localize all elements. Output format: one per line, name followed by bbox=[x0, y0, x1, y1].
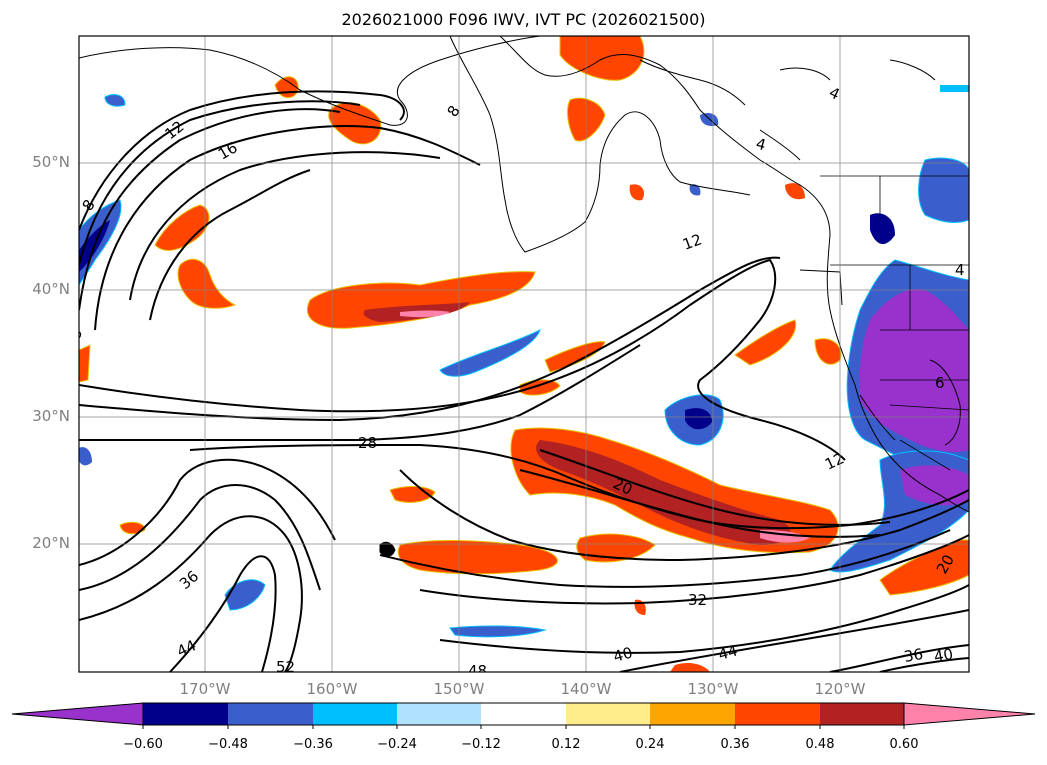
lon-label: 130°W bbox=[687, 680, 739, 698]
map-area: 12 16 8 8 12 4 4 4 8 28 20 12 36 32 44 4… bbox=[66, 36, 969, 680]
lon-label: 120°W bbox=[814, 680, 866, 698]
colorbar-segment bbox=[650, 703, 735, 725]
colorbar-segment bbox=[481, 703, 566, 725]
political-borders bbox=[820, 175, 969, 471]
contour-label: 28 bbox=[358, 434, 377, 452]
colorbar-segment bbox=[397, 703, 481, 725]
colorbar-tick-label: 0.60 bbox=[889, 737, 919, 752]
contour-label: 52 bbox=[276, 658, 295, 676]
contour-label: 4 bbox=[955, 261, 965, 279]
contour-label: 32 bbox=[688, 591, 707, 609]
lat-label: 40°N bbox=[32, 280, 70, 298]
colorbar-segment bbox=[820, 703, 904, 725]
lat-label: 30°N bbox=[32, 407, 70, 425]
colorbar-segment bbox=[735, 703, 820, 725]
colorbar-tick-label: 0.36 bbox=[720, 737, 750, 752]
colorbar-tick-label: −0.12 bbox=[461, 737, 501, 752]
lat-label: 20°N bbox=[32, 534, 70, 552]
colorbar-segment bbox=[313, 703, 397, 725]
lon-label: 140°W bbox=[560, 680, 612, 698]
colorbar-tick-label: 0.12 bbox=[551, 737, 581, 752]
contour-label: 6 bbox=[935, 374, 945, 392]
lat-label: 50°N bbox=[32, 153, 70, 171]
colorbar-tick-label: −0.48 bbox=[208, 737, 248, 752]
negative-anomaly-fill bbox=[79, 85, 969, 638]
map-title: 2026021000 F096 IWV, IVT PC (2026021500) bbox=[341, 10, 706, 29]
colorbar-tick-label: 0.48 bbox=[805, 737, 835, 752]
lon-label: 150°W bbox=[433, 680, 485, 698]
colorbar-tick-label: −0.60 bbox=[123, 737, 163, 752]
iwv-contours bbox=[79, 90, 969, 672]
lon-label: 160°W bbox=[306, 680, 358, 698]
contour-label: 36 bbox=[903, 645, 925, 666]
colorbar-arrow-right bbox=[903, 702, 1036, 726]
contour-label: 40 bbox=[611, 644, 634, 666]
gridlines bbox=[79, 36, 969, 672]
colorbar-tick-label: −0.36 bbox=[293, 737, 333, 752]
colorbar bbox=[11, 702, 1036, 729]
lon-label: 170°W bbox=[179, 680, 231, 698]
contour-label: 12 bbox=[680, 230, 704, 253]
colorbar-segment bbox=[143, 703, 228, 725]
colorbar-segment bbox=[228, 703, 313, 725]
contour-label: 4 bbox=[754, 134, 768, 154]
colorbar-tick-label: 0.24 bbox=[635, 737, 665, 752]
contour-label: 40 bbox=[933, 645, 955, 666]
map-frame bbox=[78, 35, 970, 673]
coastlines bbox=[79, 36, 969, 557]
contour-label: 8 bbox=[66, 328, 85, 341]
colorbar-tick-label: −0.24 bbox=[377, 737, 417, 752]
contour-label: 44 bbox=[716, 642, 739, 664]
colorbar-arrow-left bbox=[11, 702, 144, 726]
contour-label: 48 bbox=[468, 662, 487, 680]
colorbar-segment bbox=[566, 703, 650, 725]
